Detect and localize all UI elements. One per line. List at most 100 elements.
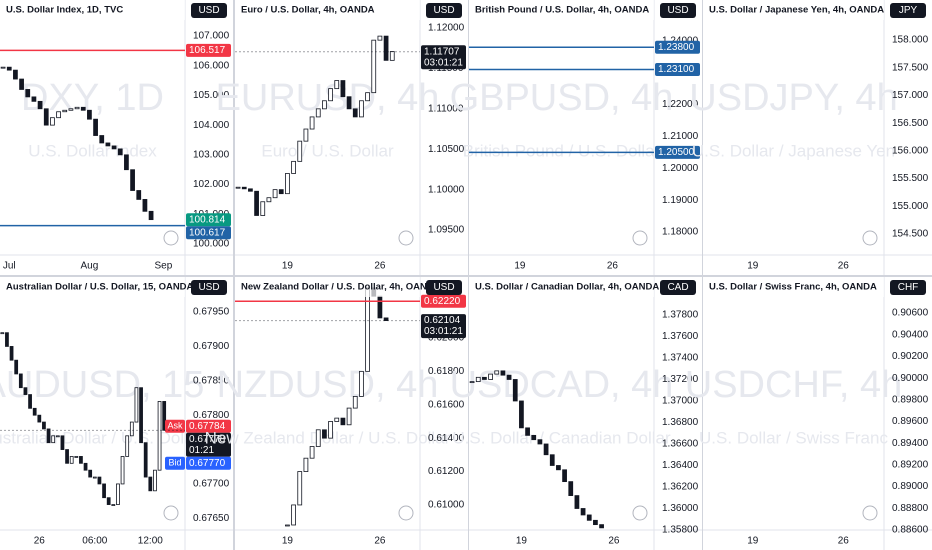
y-tick-label: 156.000	[892, 146, 929, 157]
candle	[51, 435, 56, 444]
candle	[31, 96, 37, 102]
candle	[143, 442, 148, 478]
candle	[322, 429, 327, 439]
y-tick-label: 0.89400	[892, 438, 929, 449]
candle	[80, 106, 86, 111]
currency-badge	[426, 280, 462, 295]
lightning-icon	[632, 230, 648, 246]
price-label: 0.67770	[189, 458, 226, 469]
candle	[328, 421, 333, 439]
currency-badge	[660, 3, 696, 18]
y-tick-label: 0.88600	[892, 525, 929, 536]
x-tick-label: 19	[282, 261, 294, 272]
countdown: 03:01:21	[424, 57, 463, 68]
candle	[352, 108, 358, 118]
y-tick-label: 1.22000	[662, 99, 699, 110]
candle	[18, 373, 23, 389]
candle	[562, 469, 567, 483]
candle	[285, 173, 290, 195]
candle	[32, 407, 37, 416]
title-background	[469, 0, 654, 20]
panel-title: U.S. Dollar Index, 1D, TVC	[6, 5, 123, 16]
price-label-box	[655, 40, 700, 54]
y-tick-label: 104.000	[193, 120, 230, 131]
candle	[383, 35, 389, 61]
panel-background	[703, 277, 932, 550]
x-tick-label: 26	[607, 261, 619, 272]
candle	[136, 190, 142, 200]
candle	[60, 435, 65, 450]
y-tick-label: 0.61000	[428, 500, 465, 511]
candle	[148, 210, 154, 221]
candle	[365, 92, 370, 102]
y-tick-label: 1.37600	[662, 331, 699, 342]
candle	[125, 435, 130, 457]
candle	[297, 471, 303, 506]
candle	[111, 504, 116, 506]
y-tick-label: 157.500	[892, 62, 929, 73]
price-label: 0.62104	[424, 315, 461, 326]
y-tick-label: 0.61600	[428, 399, 465, 410]
y-tick-label: 1.11000	[428, 103, 464, 114]
y-tick-label: 106.000	[193, 60, 230, 71]
price-label-box	[186, 432, 231, 457]
watermark-description: U.S. Dollar / Canadian Dollar	[452, 428, 671, 447]
y-tick-label: 1.36800	[662, 417, 699, 428]
y-tick-label: 0.61800	[428, 366, 465, 377]
price-label: 100.617	[189, 227, 226, 238]
candle	[102, 483, 106, 499]
candle	[124, 154, 129, 171]
y-tick-label: 0.88800	[892, 503, 929, 514]
y-tick-label: 0.89600	[892, 416, 929, 427]
y-tick-label: 0.67800	[193, 410, 230, 421]
x-tick-label: 19	[516, 536, 528, 547]
y-tick-label: 0.67650	[193, 513, 230, 524]
candle	[599, 524, 604, 529]
candle	[62, 109, 68, 113]
y-tick-label: 0.67900	[193, 341, 230, 352]
candle	[574, 495, 580, 509]
candle	[389, 51, 395, 61]
x-tick-label: 26	[838, 536, 850, 547]
candle	[322, 100, 327, 110]
candle	[120, 456, 125, 485]
y-tick-label: 1.19000	[662, 195, 699, 206]
candle	[25, 89, 31, 98]
candle	[43, 108, 49, 126]
candle	[303, 457, 309, 472]
watermark-symbol: GBPUSD, 4h	[450, 77, 674, 119]
candle	[260, 201, 266, 216]
candle	[309, 116, 315, 130]
y-tick-label: 1.37000	[662, 396, 699, 407]
candle	[0, 66, 6, 69]
y-tick-label: 0.90600	[892, 308, 929, 319]
watermark-symbol: NZDUSD, 4h	[217, 364, 439, 406]
candle	[537, 439, 543, 445]
candle	[139, 387, 143, 444]
watermark-symbol: EURUSD, 4h	[216, 77, 440, 119]
watermark-description: Euro / U.S. Dollar	[261, 141, 394, 160]
price-label-box	[186, 213, 231, 227]
candle	[69, 456, 74, 464]
x-tick-label: 26	[838, 261, 850, 272]
candle	[88, 469, 93, 478]
title-background	[0, 0, 185, 20]
candle	[79, 456, 83, 464]
candle	[37, 414, 42, 423]
candle	[83, 462, 88, 471]
y-tick-label: 0.90400	[892, 329, 929, 340]
candle	[99, 135, 105, 144]
chart-panel: USDCAD, 4hU.S. Dollar / Canadian Dollar1…	[450, 277, 702, 550]
title-background	[235, 0, 420, 20]
chart-panel: GBPUSD, 4h British Pound / U.S. Dollar 1.1…	[450, 0, 702, 275]
candle	[254, 190, 259, 216]
panel-title: British Pound / U.S. Dollar, 4h, OANDA	[475, 5, 649, 16]
candle	[0, 332, 5, 335]
y-tick-label: 1.09500	[428, 225, 465, 236]
currency-label: CAD	[667, 282, 688, 293]
candle	[291, 160, 296, 174]
y-tick-label: 0.62000	[428, 333, 465, 344]
price-label: 0.62220	[424, 296, 461, 307]
watermark-description: U.S. Dollar / Japanese Yen	[692, 141, 895, 160]
